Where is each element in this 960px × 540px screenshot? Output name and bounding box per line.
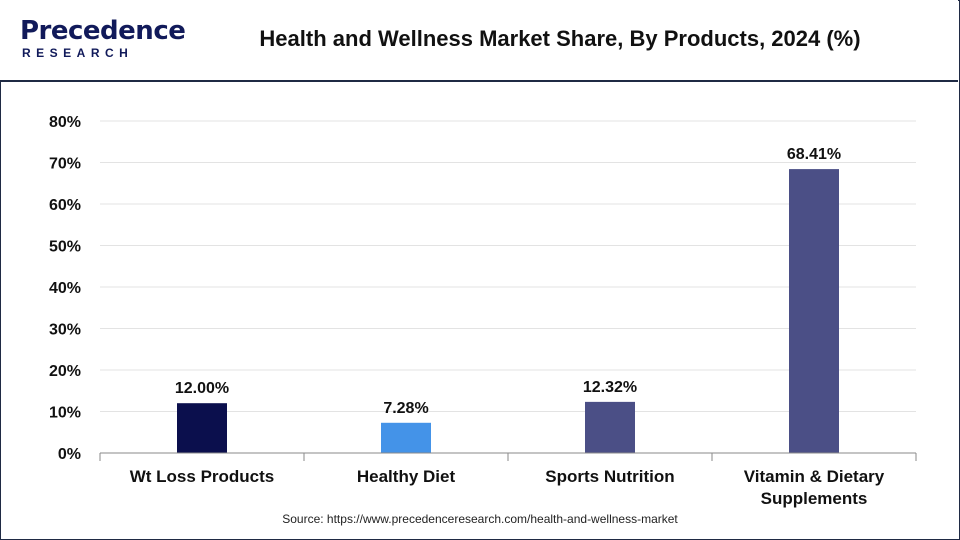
y-tick-label: 50% (49, 239, 81, 256)
y-tick-label: 60% (49, 197, 81, 214)
bar (177, 403, 227, 453)
y-tick-label: 30% (49, 322, 81, 339)
x-tick-label: Sports Nutrition (545, 467, 674, 486)
bars (177, 169, 839, 453)
y-axis: 0% 10% 20% 30% 40% 50% 60% 70% 80% (49, 114, 81, 463)
x-tick-label: Vitamin & Dietary (744, 467, 885, 486)
y-tick-label: 40% (49, 280, 81, 297)
source-note: Source: https://www.precedenceresearch.c… (282, 512, 678, 526)
bar (381, 422, 431, 453)
brand-logo: Precedence RESEARCH (16, 16, 186, 64)
data-labels: 12.00% 7.28% 12.32% 68.41% (175, 146, 841, 417)
x-axis: Wt Loss Products Healthy Diet Sports Nutri… (99, 452, 917, 508)
y-tick-label: 0% (58, 446, 81, 463)
bar (789, 169, 839, 453)
x-tick-label: Healthy Diet (357, 467, 456, 486)
chart-title: Health and Wellness Market Share, By Pro… (259, 26, 861, 51)
data-label: 7.28% (383, 400, 428, 417)
y-tick-label: 70% (49, 156, 81, 173)
gridlines (100, 120, 916, 412)
logo-subtitle: RESEARCH (22, 46, 134, 60)
data-label: 12.00% (175, 380, 229, 397)
y-tick-label: 20% (49, 363, 81, 380)
y-tick-label: 80% (49, 114, 81, 131)
x-tick-label: Supplements (761, 489, 868, 508)
header-bar: Precedence RESEARCH Health and Wellness … (0, 0, 958, 82)
data-label: 12.32% (583, 379, 637, 396)
logo-word: Precedence (20, 16, 186, 46)
bar (585, 401, 635, 453)
y-tick-label: 10% (49, 405, 81, 422)
x-tick-label: Wt Loss Products (130, 467, 275, 486)
data-label: 68.41% (787, 146, 841, 163)
